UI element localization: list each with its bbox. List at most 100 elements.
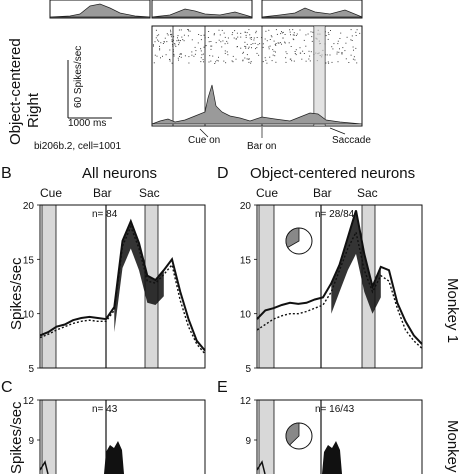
raster-spike bbox=[305, 34, 307, 36]
raster-spike bbox=[262, 43, 264, 45]
raster-spike bbox=[284, 41, 286, 43]
raster-spike bbox=[218, 56, 219, 58]
raster-spike bbox=[256, 47, 258, 49]
raster-spike bbox=[269, 45, 271, 47]
y-tick-label: 9 bbox=[245, 436, 251, 447]
raster-spike bbox=[254, 42, 256, 44]
raster-spike bbox=[200, 48, 202, 50]
raster-spike bbox=[234, 30, 236, 32]
raster-spike bbox=[329, 54, 331, 56]
cell-id-label: bi206b.2, cell=1001 bbox=[34, 141, 121, 152]
raster-spike bbox=[246, 32, 248, 34]
raster-spike bbox=[181, 36, 183, 38]
raster-spike bbox=[178, 59, 179, 61]
raster-spike bbox=[224, 52, 226, 54]
y-tick-label: 12 bbox=[240, 396, 252, 407]
raster-spike bbox=[268, 48, 270, 50]
raster-spike bbox=[308, 58, 310, 60]
raster-spike bbox=[305, 45, 307, 47]
raster-spike bbox=[355, 35, 357, 36]
raster-spike bbox=[177, 39, 179, 41]
raster-spike bbox=[301, 58, 303, 60]
scale-bar-x-label: 1000 ms bbox=[68, 118, 106, 129]
raster-spike bbox=[237, 36, 239, 38]
scale-bar-y-label: 60 Spikes/sec bbox=[73, 46, 84, 108]
raster-spike bbox=[294, 51, 296, 52]
raster-spike bbox=[285, 61, 287, 63]
raster-spike bbox=[354, 59, 356, 61]
proportion-pie-slice bbox=[285, 227, 300, 249]
raster-spike bbox=[289, 29, 291, 31]
raster-spike bbox=[295, 54, 297, 56]
raster-spike bbox=[309, 60, 311, 62]
raster-spike bbox=[177, 57, 179, 59]
raster-spike bbox=[299, 29, 301, 31]
plot-frame bbox=[256, 204, 423, 369]
raster-spike bbox=[166, 33, 168, 35]
side-label-monkey-2-text: Monkey 2 bbox=[444, 420, 461, 474]
raster-spike bbox=[281, 31, 282, 33]
raster-spike bbox=[203, 34, 205, 36]
raster-spike bbox=[257, 44, 259, 46]
raster-spike bbox=[171, 41, 173, 42]
raster-spike bbox=[187, 29, 189, 30]
raster-spike bbox=[331, 46, 333, 48]
raster-spike bbox=[191, 51, 193, 53]
raster-spike bbox=[197, 42, 199, 44]
raster-spike bbox=[207, 37, 209, 38]
raster-spike bbox=[311, 40, 313, 42]
raster-spike bbox=[156, 35, 158, 37]
raster-spike bbox=[279, 42, 281, 44]
raster-spike bbox=[223, 32, 225, 34]
raster-spike bbox=[219, 34, 221, 36]
raster-spike bbox=[180, 53, 182, 55]
raster-spike bbox=[202, 59, 204, 61]
raster-spike bbox=[305, 60, 307, 62]
raster-spike bbox=[288, 42, 290, 44]
event-label: Cue bbox=[40, 186, 62, 200]
raster-spike bbox=[183, 40, 185, 42]
raster-spike bbox=[325, 35, 327, 37]
raster-spike bbox=[249, 34, 251, 36]
raster-spike bbox=[337, 40, 339, 42]
raster-spike bbox=[310, 51, 312, 53]
raster-spike bbox=[355, 47, 357, 49]
raster-spike bbox=[248, 58, 250, 60]
raster-spike bbox=[169, 49, 171, 51]
raster-section: Object-centered Right 60 Spikes/sec 1000… bbox=[7, 0, 371, 152]
raster-spike bbox=[232, 61, 234, 63]
raster-spike bbox=[336, 53, 338, 55]
series-peak bbox=[322, 441, 342, 474]
raster-spike bbox=[153, 45, 154, 47]
raster-spike bbox=[162, 55, 163, 57]
raster-spike bbox=[244, 57, 246, 59]
raster-spike bbox=[256, 37, 258, 38]
raster-spike bbox=[242, 52, 244, 54]
raster-spike bbox=[350, 29, 352, 31]
raster-spike bbox=[337, 43, 339, 45]
raster-spike bbox=[202, 53, 204, 55]
raster-spike bbox=[340, 32, 342, 34]
raster-spike bbox=[303, 39, 305, 41]
raster-spike bbox=[299, 47, 301, 49]
raster-spike bbox=[170, 36, 172, 38]
raster-spike bbox=[275, 29, 277, 31]
event-label: Sac bbox=[357, 186, 378, 200]
raster-spike bbox=[247, 58, 249, 60]
series-line-2 bbox=[256, 230, 423, 349]
event-label: Cue bbox=[256, 186, 278, 200]
raster-spike bbox=[255, 30, 257, 32]
raster-spike bbox=[295, 35, 297, 36]
raster-spike bbox=[327, 32, 329, 34]
raster-spike bbox=[255, 48, 256, 50]
raster-panel-top-2 bbox=[151, 0, 253, 19]
raster-spike bbox=[159, 48, 161, 50]
raster-spike bbox=[164, 37, 166, 39]
raster-spike bbox=[242, 59, 244, 61]
series-line-1 bbox=[39, 218, 206, 352]
raster-spike bbox=[158, 40, 160, 42]
raster-spike bbox=[341, 52, 343, 54]
raster-spike bbox=[170, 31, 172, 33]
event-label-bar: Bar on bbox=[247, 141, 276, 152]
raster-spike bbox=[281, 32, 283, 34]
